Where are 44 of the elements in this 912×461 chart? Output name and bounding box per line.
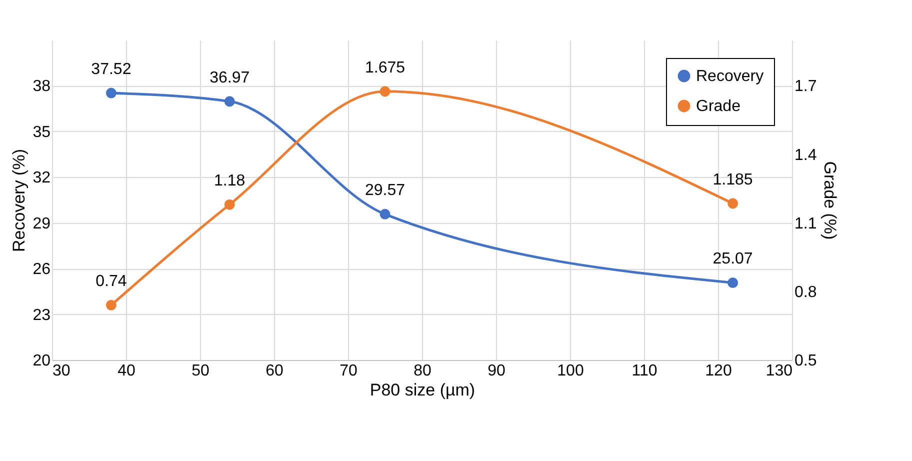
data-label: 37.52 [91,61,132,78]
x-tick-label: 90 [488,362,506,380]
data-label: 36.97 [210,69,250,86]
point [106,88,116,98]
data-label: 1.18 [214,172,246,190]
point [380,208,390,220]
point [728,198,738,209]
y-tick-label: 32 [32,170,51,187]
y-tick-label: 23 [32,306,51,324]
y-tick-label: 29 [32,215,51,232]
x-tick-label: 120 [705,362,732,380]
y2-tick-label: 1.7 [794,78,817,96]
data-label: 29.57 [364,182,406,200]
y-axis-title: Recovery (%) [10,149,29,252]
legend-label: Recovery [696,68,764,85]
y-tick-label: 20 [32,352,51,370]
data-label: 1.185 [712,171,753,188]
point [728,278,738,288]
x-tick-label: 100 [557,362,584,380]
x-tick-label: 130 [766,362,793,380]
x-tick-label: 70 [340,362,358,380]
x-axis-title: P80 size (µm) [370,380,476,400]
x-tick-label: 80 [414,362,432,380]
x-tick-label: 110 [632,362,658,380]
y-tick-label: 35 [32,124,51,141]
x-tick-label: 60 [266,362,284,380]
x-tick-label: 50 [192,362,210,380]
point [106,300,116,310]
x-tick-label: 40 [118,362,136,380]
x-tick-label: 30 [52,362,70,380]
data-label: 1.675 [364,59,406,76]
y2-tick-label: 1.1 [794,215,817,232]
y-tick-label: 38 [32,78,51,96]
y-tick-label: 26 [32,261,51,278]
y2-tick-label: 0.8 [794,284,817,301]
legend-label: Grade [696,98,741,115]
point [380,86,390,97]
y2-tick-label: 0.5 [794,352,817,370]
point [224,199,235,210]
y2-axis-title: Grade (%) [820,161,840,240]
data-label: 25.07 [712,250,753,268]
data-label: 0.74 [96,273,127,290]
point [224,96,235,107]
y2-tick-label: 1.4 [794,146,817,164]
